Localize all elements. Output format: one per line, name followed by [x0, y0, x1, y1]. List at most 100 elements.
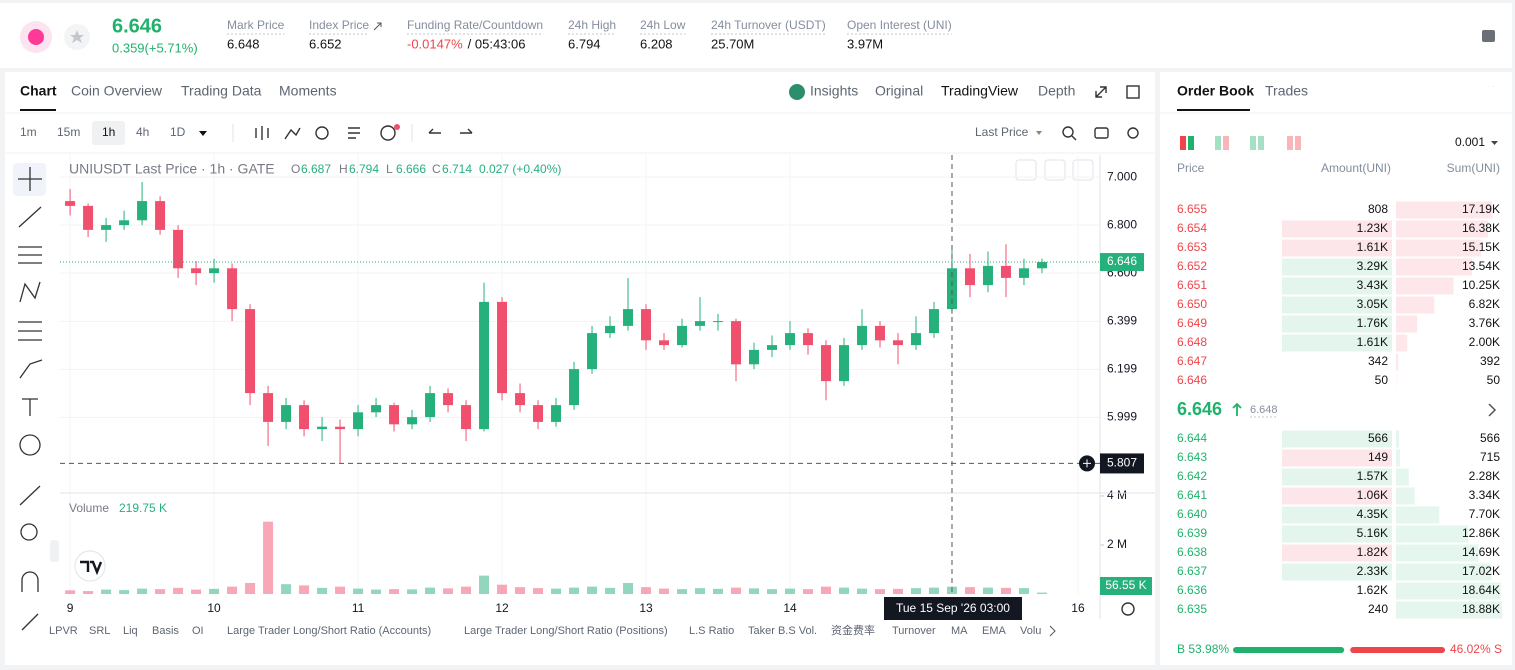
indicator[interactable]: SRL [89, 625, 110, 637]
ob-price[interactable]: 6.637 [1177, 564, 1207, 578]
candle-body [137, 201, 148, 221]
indicator[interactable]: Basis [152, 625, 179, 637]
ob-price[interactable]: 6.639 [1177, 526, 1207, 540]
indicator[interactable]: Turnover [892, 625, 936, 637]
indicator[interactable]: MA [951, 625, 968, 637]
ob-price[interactable]: 6.641 [1177, 488, 1207, 502]
view-tab[interactable]: Insights [810, 83, 858, 99]
header-bar [0, 3, 1512, 68]
ob-view-icon[interactable] [1188, 136, 1194, 150]
candle-body [407, 417, 418, 425]
indicator[interactable]: Volu [1020, 625, 1041, 637]
ob-view-icon[interactable] [1223, 136, 1229, 150]
tab[interactable]: Moments [279, 83, 337, 99]
indicator[interactable]: Large Trader Long/Short Ratio (Accounts) [227, 625, 431, 637]
ob-price[interactable]: 6.636 [1177, 583, 1207, 597]
fullscreen-icon[interactable] [1095, 86, 1107, 98]
volume-bar [407, 589, 418, 594]
interval[interactable]: 1m [20, 125, 37, 139]
ob-depth-bar [1396, 563, 1492, 581]
ob-tab[interactable]: Order Book [1177, 83, 1254, 99]
dropdown-caret[interactable] [1491, 141, 1498, 145]
tab[interactable]: Coin Overview [71, 83, 163, 99]
ob-price[interactable]: 6.644 [1177, 431, 1207, 445]
ob-price[interactable]: 6.646 [1177, 373, 1207, 387]
chevron[interactable] [1488, 403, 1497, 417]
volume-bar [533, 588, 544, 594]
candle-body [227, 268, 238, 310]
indicator[interactable]: Liq [123, 625, 138, 637]
indicator[interactable]: L.S Ratio [689, 625, 734, 637]
ob-price[interactable]: 6.654 [1177, 221, 1207, 235]
interval[interactable]: 1D [170, 125, 186, 139]
indicator[interactable]: 资金费率 [831, 623, 875, 637]
ob-price[interactable]: 6.648 [1177, 335, 1207, 349]
y-tick-label: 6.800 [1107, 217, 1137, 231]
ob-price[interactable]: 6.643 [1177, 450, 1207, 464]
candle-body [677, 325, 688, 346]
x-tick-label: 9 [67, 601, 74, 615]
ob-step[interactable]: 0.001 [1455, 135, 1485, 149]
volume-bar [695, 588, 706, 594]
view-tab[interactable]: Depth [1038, 83, 1075, 99]
ob-price[interactable]: 6.652 [1177, 259, 1207, 273]
indicator[interactable]: Taker B.S Vol. [748, 625, 817, 637]
ob-mark: 6.648 [1250, 404, 1278, 416]
indicator[interactable]: OI [192, 625, 204, 637]
ob-amount: 3.43K [1357, 278, 1388, 292]
ob-depth-bar [1396, 525, 1469, 543]
chart-button[interactable] [1015, 159, 1037, 181]
collapse-tab[interactable] [50, 540, 59, 562]
ob-price[interactable]: 6.638 [1177, 545, 1207, 559]
stat-value: 6.648 [227, 36, 260, 51]
view-tab[interactable]: Original [875, 83, 923, 99]
ob-price[interactable]: 6.647 [1177, 354, 1207, 368]
scroll-chevron[interactable] [1049, 625, 1056, 637]
toolbar-icons[interactable] [255, 125, 1139, 141]
window-icon[interactable] [1126, 85, 1140, 99]
ob-price[interactable]: 6.653 [1177, 240, 1207, 254]
view-tab[interactable]: TradingView [941, 83, 1019, 99]
ob-view-icon[interactable] [1250, 136, 1256, 150]
volume-bar [713, 588, 724, 594]
tab[interactable]: Trading Data [181, 83, 262, 99]
ob-price[interactable]: 6.651 [1177, 278, 1207, 292]
ob-depth-bar [1396, 315, 1418, 333]
ob-amount: 5.16K [1357, 526, 1388, 540]
ob-view-icon[interactable] [1215, 136, 1221, 150]
interval[interactable]: 1h [102, 125, 115, 139]
indicator[interactable]: LPVR [49, 625, 78, 637]
ob-flash [1282, 430, 1392, 448]
candle-body [119, 220, 130, 226]
ob-price[interactable]: 6.635 [1177, 602, 1207, 616]
indicator[interactable]: Large Trader Long/Short Ratio (Positions… [464, 625, 668, 637]
price-source[interactable]: Last Price [975, 125, 1029, 139]
ob-price[interactable]: 6.650 [1177, 297, 1207, 311]
ob-sum: 16.38K [1462, 221, 1500, 235]
ob-price[interactable]: 6.640 [1177, 507, 1207, 521]
settings-icon[interactable] [1121, 602, 1135, 616]
interval[interactable]: 4h [136, 125, 149, 139]
drawing-tools[interactable] [18, 167, 43, 631]
candle-body [263, 393, 274, 422]
ob-price[interactable]: 6.642 [1177, 469, 1207, 483]
layout-icon[interactable] [1482, 30, 1495, 42]
ob-view-icon[interactable] [1180, 136, 1186, 150]
ob-flash [1282, 544, 1392, 562]
dropdown-caret[interactable] [1036, 131, 1042, 135]
chart-button[interactable] [1044, 159, 1066, 181]
interval[interactable]: 15m [57, 125, 80, 139]
candle-body [101, 225, 112, 230]
ob-view-icon[interactable] [1295, 136, 1301, 150]
stat-value: 6.794 [568, 36, 601, 51]
ob-view-icon[interactable] [1287, 136, 1293, 150]
ob-flash [1282, 525, 1392, 543]
ob-tab[interactable]: Trades [1265, 83, 1308, 99]
dropdown-caret[interactable] [199, 131, 207, 136]
ob-view-icon[interactable] [1258, 136, 1264, 150]
ob-price[interactable]: 6.655 [1177, 202, 1207, 216]
indicator[interactable]: EMA [982, 625, 1007, 637]
volume-bar [767, 589, 778, 594]
ob-price[interactable]: 6.649 [1177, 316, 1207, 330]
tab[interactable]: Chart [20, 83, 57, 99]
